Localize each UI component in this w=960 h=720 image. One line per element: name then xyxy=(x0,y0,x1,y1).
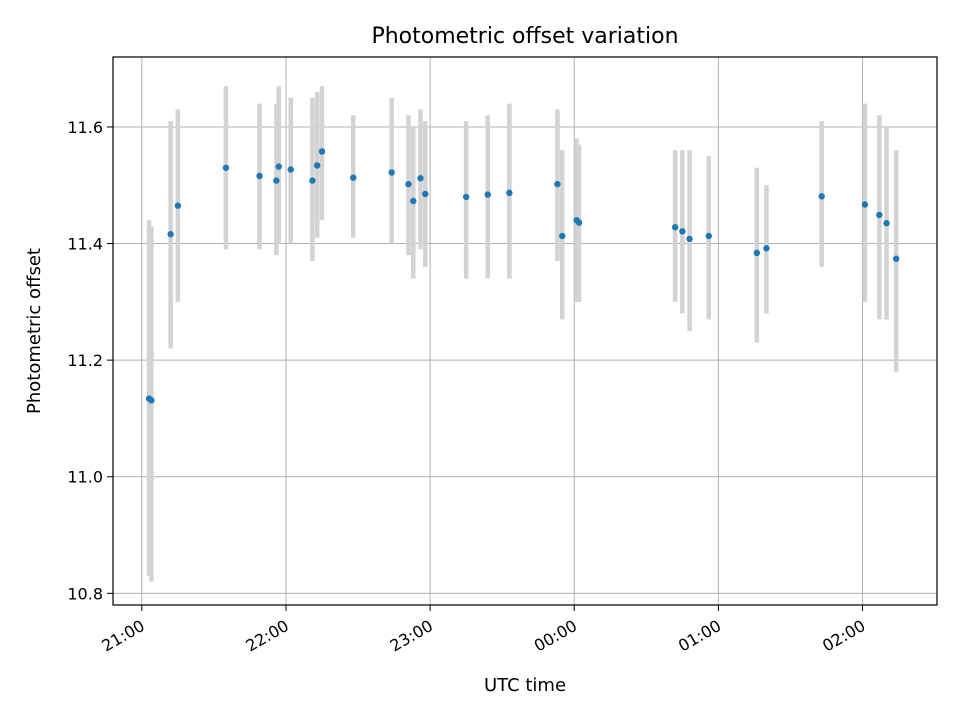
data-point xyxy=(287,166,294,173)
data-point xyxy=(222,164,230,171)
data-point xyxy=(405,180,412,188)
data-point xyxy=(422,190,429,198)
y-tick-label: 10.8 xyxy=(67,584,103,603)
data-point xyxy=(671,224,679,231)
y-tick-label: 11.6 xyxy=(67,118,103,137)
data-point xyxy=(679,228,686,235)
data-point xyxy=(506,189,513,197)
grid xyxy=(113,57,937,605)
chart-title: Photometric offset variation xyxy=(371,24,678,49)
data-point xyxy=(273,177,280,184)
data-point xyxy=(256,172,263,180)
y-tick-label: 11.2 xyxy=(67,351,103,370)
data-point xyxy=(148,397,155,404)
data-point xyxy=(167,231,174,238)
y-tick-label: 11.4 xyxy=(67,235,103,254)
y-axis-label: Photometric offset xyxy=(24,248,45,414)
plot-frame xyxy=(112,56,938,606)
data-point xyxy=(309,177,316,184)
data-point xyxy=(883,219,890,227)
data-point xyxy=(876,211,883,219)
data-point xyxy=(388,169,395,176)
data-point xyxy=(892,255,900,262)
data-point xyxy=(818,193,825,200)
x-axis-label: UTC time xyxy=(484,675,566,696)
data-point xyxy=(350,174,357,181)
data-point xyxy=(313,162,321,169)
data-point xyxy=(705,232,712,240)
data-point xyxy=(484,191,491,198)
data-point xyxy=(554,180,561,188)
data-point xyxy=(318,148,326,155)
data-points xyxy=(145,148,900,404)
data-point xyxy=(575,219,583,226)
data-point xyxy=(861,201,869,208)
y-tick-label: 11.0 xyxy=(67,468,103,487)
data-point xyxy=(763,245,770,252)
data-point xyxy=(410,197,417,205)
data-point xyxy=(417,175,424,182)
data-point xyxy=(559,232,566,240)
data-point xyxy=(174,202,182,209)
data-point xyxy=(462,193,470,201)
data-point xyxy=(753,249,761,257)
data-point xyxy=(275,163,282,170)
data-point xyxy=(686,235,693,243)
